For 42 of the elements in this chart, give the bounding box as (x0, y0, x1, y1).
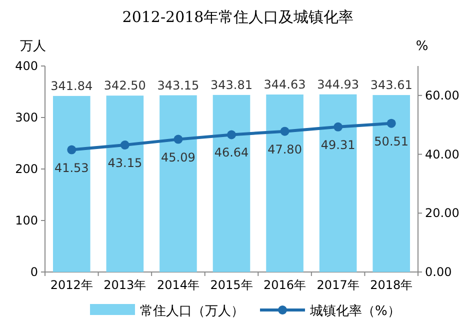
data-label: 342.50 (104, 78, 146, 93)
data-label: 343.15 (157, 78, 200, 92)
data-label: 49.31 (320, 138, 356, 152)
y-axis-title: 万人 (20, 39, 46, 54)
point (386, 118, 396, 128)
legend-label: 城镇化率（%） (309, 303, 400, 319)
data-label: 41.53 (54, 160, 89, 175)
y-tick-label: 0 (30, 265, 38, 279)
y2-axis-title: % (416, 39, 428, 54)
x-tick-label: 2015年 (210, 278, 253, 292)
chart-title: 2012-2018年常住人口及城镇化率 (122, 8, 354, 26)
x-tick-label: 2014年 (156, 278, 200, 292)
x-tick-label: 2012年 (50, 278, 93, 292)
data-label: 46.64 (214, 146, 249, 160)
data-label: 344.63 (264, 78, 306, 92)
data-label: 343.81 (210, 78, 252, 92)
data-label: 344.93 (317, 77, 360, 92)
data-label: 50.51 (374, 134, 409, 148)
x-tick-label: 2016年 (264, 278, 306, 292)
x-tick-label: 2017年 (316, 278, 360, 292)
x-tick-label: 2013年 (104, 278, 146, 292)
point (174, 134, 183, 144)
data-label: 45.09 (161, 150, 196, 164)
point (120, 140, 130, 150)
x-tick-label: 2018年 (370, 278, 413, 292)
point (280, 126, 290, 136)
point (227, 130, 236, 140)
data-label: 341.84 (50, 78, 93, 93)
y2-tick-label: 60.00 (425, 88, 460, 102)
y-tick-label: 200 (15, 162, 38, 176)
y2-tick-label: 20.00 (425, 206, 460, 220)
y-tick-label: 300 (15, 110, 38, 124)
point (67, 145, 76, 154)
data-label: 43.15 (108, 156, 142, 170)
y-tick-label: 400 (15, 59, 38, 73)
point (334, 122, 343, 132)
data-label: 343.61 (370, 78, 412, 92)
legend-label: 常住人口（万人） (140, 304, 244, 319)
y2-tick-label: 40.00 (425, 147, 460, 162)
data-label: 47.80 (268, 142, 302, 156)
y-tick-label: 100 (15, 214, 38, 228)
y2-tick-label: 0.00 (425, 265, 452, 279)
